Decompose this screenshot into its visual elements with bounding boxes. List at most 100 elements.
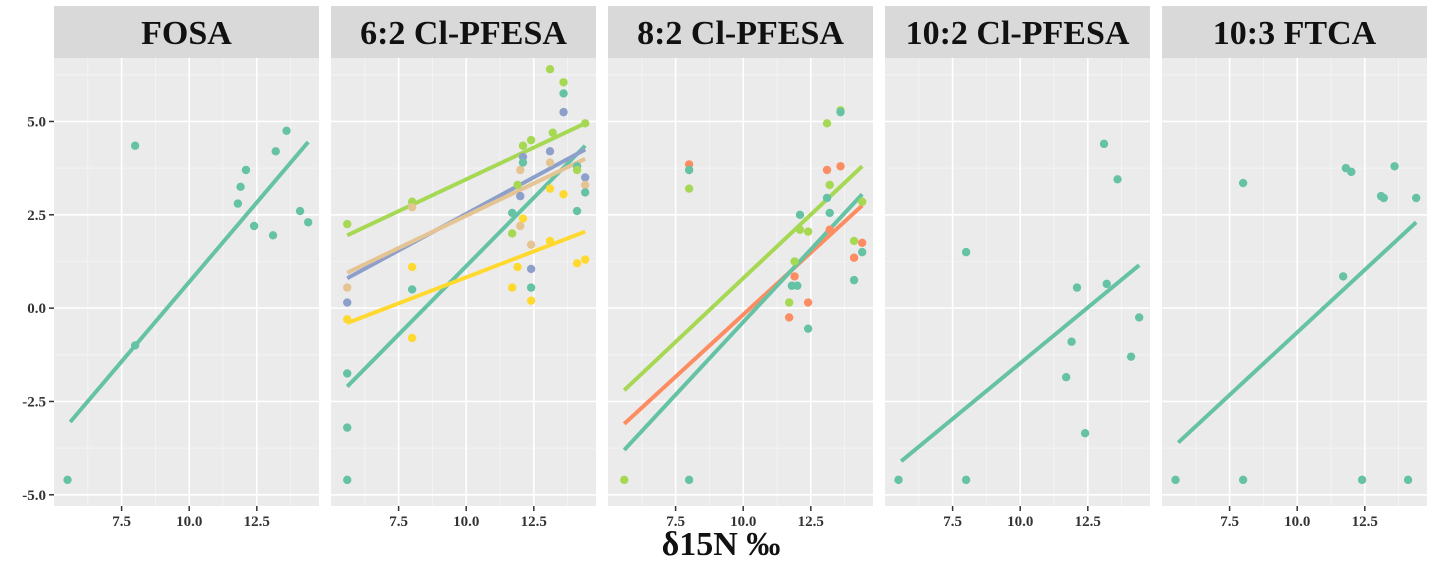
data-point [784, 298, 794, 307]
data-point [803, 298, 813, 307]
data-point [559, 107, 568, 117]
plot-background [331, 58, 596, 506]
data-point [513, 180, 522, 190]
x-tick-label: 7.5 [389, 514, 408, 530]
data-point [559, 78, 568, 87]
data-point [63, 475, 72, 485]
facet-strip [608, 6, 873, 58]
y-tick-label: 0.0 [27, 301, 46, 317]
x-tick-label: 12.5 [244, 514, 270, 530]
data-point [822, 165, 832, 175]
data-point [343, 423, 352, 432]
data-point [793, 281, 802, 290]
y-tick-label: 2.5 [27, 208, 46, 224]
data-point [857, 238, 867, 247]
data-point [130, 341, 140, 350]
x-tick-label: 7.5 [1220, 514, 1239, 530]
facet-panel: 10:3 FTCA 7.5 10.0 12.5 [1162, 6, 1427, 530]
data-point [857, 197, 867, 206]
x-tick-label: 7.5 [666, 514, 685, 530]
data-point [1357, 475, 1367, 485]
data-point [790, 257, 799, 266]
data-point [961, 247, 971, 257]
data-point [518, 214, 528, 223]
data-point [1126, 352, 1136, 361]
x-tick-label: 10.0 [1284, 514, 1310, 530]
data-point [271, 147, 280, 156]
data-point [620, 475, 629, 485]
data-point [559, 190, 568, 199]
x-tick-label: 10.0 [176, 514, 202, 530]
facet-title: 10:2 Cl-PFESA [906, 15, 1130, 52]
facet-title: FOSA [141, 15, 232, 52]
regression-line [346, 156, 587, 275]
data-point [518, 141, 528, 150]
data-point [1338, 272, 1348, 281]
data-point [684, 165, 694, 175]
facet-strip [885, 6, 1150, 58]
data-point [572, 206, 582, 216]
data-point [1113, 175, 1122, 184]
data-point [1390, 162, 1399, 171]
data-point [507, 283, 517, 292]
data-point [526, 296, 536, 305]
data-point [343, 315, 352, 324]
data-point [894, 475, 903, 485]
data-point [526, 240, 536, 249]
regression-line [345, 144, 587, 388]
data-point [407, 203, 417, 212]
data-point [1171, 475, 1180, 485]
data-point [343, 219, 352, 229]
data-point [795, 210, 805, 219]
x-tick-label: 10.0 [1007, 514, 1033, 530]
y-tick-label: 5.0 [27, 114, 46, 130]
data-point [507, 229, 517, 238]
data-point [407, 285, 417, 294]
x-tick-label: 12.5 [521, 514, 547, 530]
data-point [849, 236, 859, 246]
regression-line [899, 263, 1141, 463]
regression-line [622, 164, 864, 392]
data-point [825, 225, 834, 234]
data-point [518, 158, 528, 167]
facet-strip [54, 6, 319, 58]
data-point [236, 182, 245, 191]
data-point [849, 253, 859, 262]
data-point [407, 262, 417, 272]
facet-title: 8:2 Cl-PFESA [637, 15, 844, 52]
data-point [580, 173, 590, 182]
facet-panel: FOSA 7.5 10.0 12.5 [54, 6, 319, 530]
data-point [1347, 167, 1356, 177]
data-point [343, 283, 352, 292]
data-point [836, 162, 845, 171]
data-point [684, 184, 694, 193]
facet-strip [331, 6, 596, 58]
facet-panel: 6:2 Cl-PFESA 7.5 10.0 12.5 [331, 6, 596, 530]
data-point [343, 369, 352, 378]
y-tick-label: -2.5 [22, 394, 46, 410]
data-point [1379, 193, 1388, 203]
data-point [580, 188, 590, 197]
data-point [1238, 475, 1248, 485]
data-point [241, 165, 251, 175]
data-point [822, 193, 832, 203]
data-point [1238, 178, 1248, 188]
data-point [516, 165, 525, 175]
regression-line [1176, 220, 1418, 445]
data-point [1067, 337, 1076, 346]
data-point [795, 225, 805, 234]
data-point [825, 180, 834, 190]
data-point [1061, 373, 1071, 382]
data-point [526, 283, 536, 292]
regression-line [622, 192, 864, 452]
x-tick-label: 10.0 [730, 514, 756, 530]
facet-title: 6:2 Cl-PFESA [360, 15, 567, 52]
data-point [1072, 283, 1082, 292]
x-tick-label: 12.5 [1075, 514, 1101, 530]
data-point [545, 65, 555, 74]
data-point [545, 184, 555, 193]
data-point [1102, 279, 1111, 289]
data-point [343, 298, 352, 307]
data-point [1099, 139, 1109, 149]
